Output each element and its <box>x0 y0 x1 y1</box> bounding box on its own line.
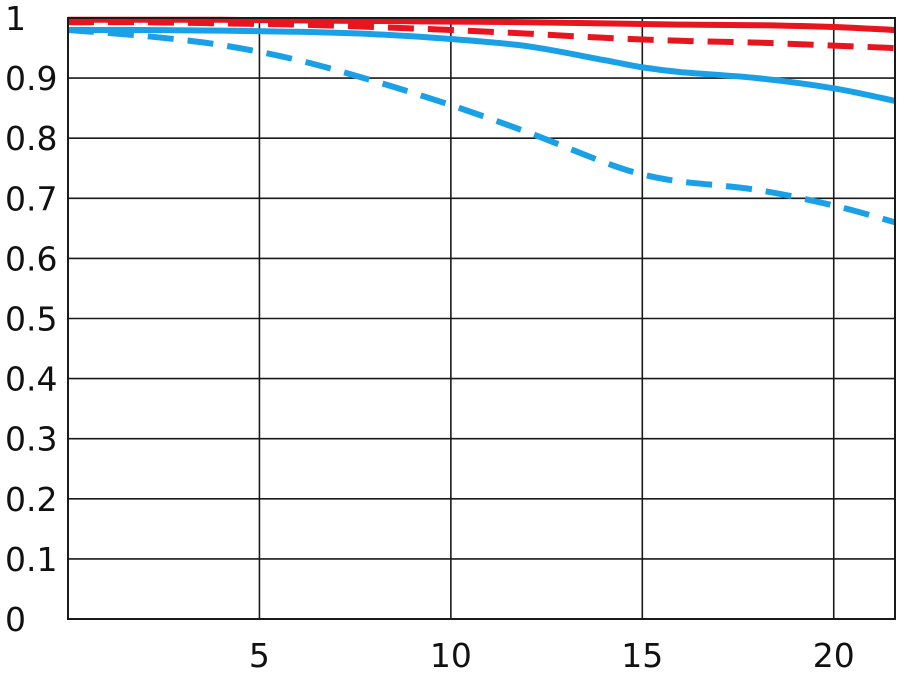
x-tick-label: 20 <box>813 636 855 673</box>
y-tick-label: 0.2 <box>5 480 57 519</box>
y-tick-label: 0.8 <box>5 119 57 158</box>
y-tick-label: 0.1 <box>5 540 57 579</box>
y-tick-label: 0.4 <box>5 360 57 399</box>
y-tick-label: 1 <box>5 0 26 38</box>
y-tick-label: 0.9 <box>5 59 57 98</box>
x-tick-label: 5 <box>249 636 270 673</box>
x-tick-label: 10 <box>430 636 472 673</box>
plot-frame <box>67 17 896 620</box>
y-tick-label: 0.6 <box>5 239 57 278</box>
y-tick-label: 0.7 <box>5 179 57 218</box>
x-tick-label: 15 <box>621 636 663 673</box>
plot-lines <box>67 16 896 226</box>
y-tick-label: 0 <box>5 600 26 639</box>
y-tick-label: 0.3 <box>5 420 57 459</box>
y-axis-tick-labels: 0 0.1 0.2 0.3 0.4 0.5 0.6 0.7 0.8 0.9 1 <box>5 0 57 639</box>
grid <box>68 17 895 620</box>
series-line-3-dashed <box>67 27 896 226</box>
y-tick-label: 0.5 <box>5 300 57 339</box>
series-line-1-dashed <box>67 19 896 52</box>
series-line-0-solid <box>68 16 896 33</box>
x-axis-tick-labels: 5 10 15 20 <box>249 636 855 673</box>
series-line-2-solid <box>67 26 896 104</box>
